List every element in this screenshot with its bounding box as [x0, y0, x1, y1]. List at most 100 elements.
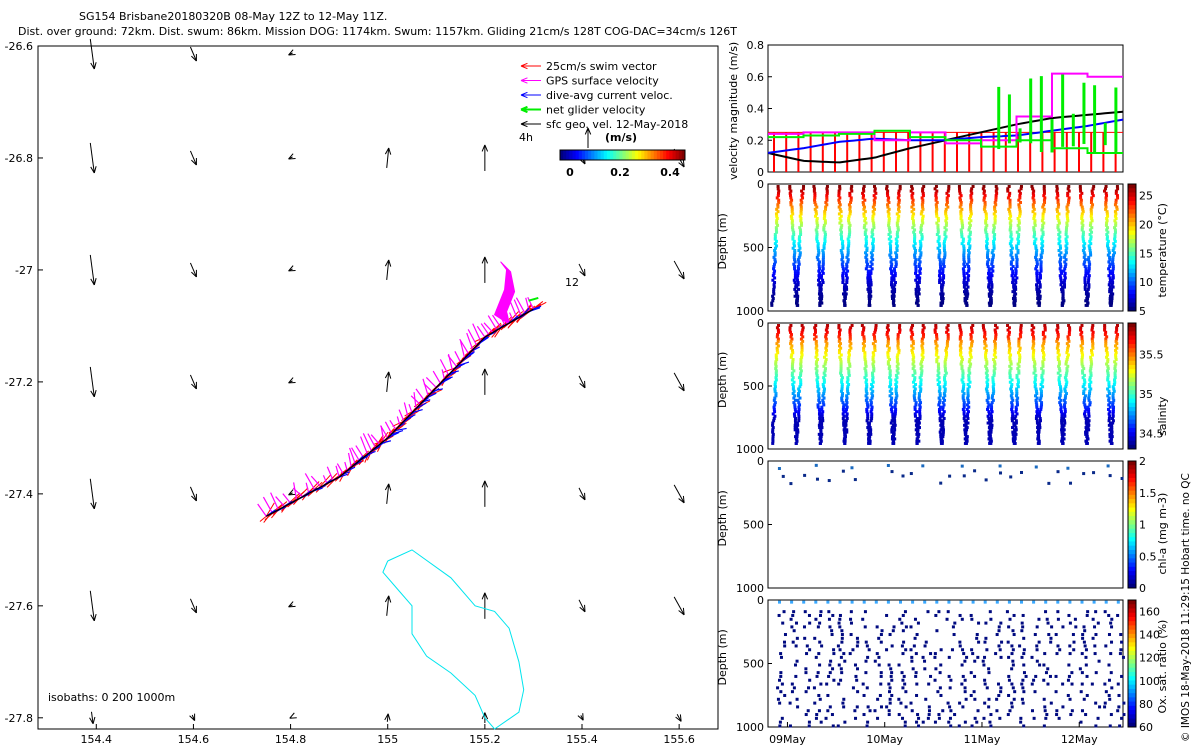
section-dot [986, 276, 990, 280]
section-dot [941, 301, 945, 305]
section-colorbar-cell [1128, 386, 1136, 391]
section-dot [871, 358, 875, 362]
section-dot [774, 362, 778, 366]
section-dot [839, 373, 843, 377]
section-dot [843, 435, 847, 439]
section-y-tick-label: 1000 [736, 582, 764, 595]
section-dot [1021, 701, 1025, 705]
section-dot [789, 482, 793, 486]
section-dot [937, 389, 941, 393]
section-dot [1063, 414, 1067, 418]
scale-arrow-label: 4h [519, 131, 533, 144]
section-dot [986, 392, 990, 396]
section-dot [1065, 207, 1069, 211]
section-dot [886, 210, 890, 214]
section-dot [1060, 303, 1064, 307]
section-dot [848, 333, 852, 337]
section-dot [913, 246, 917, 250]
section-dot [913, 636, 917, 640]
section-dot [1104, 198, 1108, 202]
section-colorbar-cell [1128, 503, 1136, 509]
section-dot [921, 324, 925, 327]
section-dot [1041, 364, 1045, 368]
section-dot [995, 600, 999, 604]
section-dot [1089, 364, 1093, 368]
section-dot [1010, 237, 1014, 241]
section-dot [968, 244, 972, 248]
section-dot [1081, 371, 1085, 375]
section-dot [933, 187, 937, 191]
section-dot [1107, 633, 1111, 637]
section-dot [1016, 362, 1020, 366]
section-dot [1066, 353, 1070, 357]
section-dot [896, 344, 900, 348]
section-dot [941, 283, 945, 287]
section-dot [795, 292, 799, 296]
section-dot [1103, 326, 1107, 330]
section-dot [943, 251, 947, 255]
section-dot [791, 376, 795, 380]
section-dot [888, 253, 892, 257]
section-dot [797, 242, 801, 246]
section-dot [825, 326, 829, 330]
section-dot [1008, 212, 1012, 216]
section-colorbar-tick: 1 [1139, 519, 1146, 532]
section-dot [994, 194, 998, 198]
section-dot [1094, 610, 1098, 614]
section-dot [1056, 342, 1060, 346]
section-dot [774, 373, 778, 377]
section-dot [798, 396, 802, 400]
section-dot [970, 339, 974, 343]
geo-velocity-arrow-head [191, 159, 197, 166]
section-dot [783, 644, 787, 648]
section-dot [1111, 414, 1115, 418]
section-dot [790, 337, 794, 341]
section-dot [1058, 274, 1062, 278]
section-dot [817, 412, 821, 416]
section-dot [940, 297, 944, 301]
section-dot [869, 283, 873, 287]
section-dot [962, 262, 966, 266]
section-dot [895, 239, 899, 243]
section-dot [938, 262, 942, 266]
section-dot [944, 221, 948, 225]
section-dot [799, 223, 803, 227]
section-dot [949, 678, 953, 682]
section-dot [886, 353, 890, 357]
section-dot [821, 249, 825, 253]
section-dot [1070, 671, 1074, 675]
section-dot [886, 600, 890, 604]
section-dot [795, 426, 799, 430]
section-dot [1089, 358, 1093, 362]
section-dot [1014, 267, 1018, 271]
section-dot [914, 290, 918, 294]
section-dot [987, 410, 991, 414]
section-dot [959, 194, 963, 198]
section-dot [994, 198, 998, 202]
section-dot [939, 648, 943, 652]
section-dot [985, 389, 989, 393]
section-dot [1011, 269, 1015, 273]
section-dot [843, 297, 847, 301]
section-y-tick-label: 1000 [736, 443, 764, 456]
velocity-series-line [768, 72, 1123, 145]
section-dot [911, 219, 915, 223]
geo-velocity-arrow [288, 49, 296, 56]
section-dot [804, 690, 808, 694]
section-dot [847, 217, 851, 221]
section-dot [962, 278, 966, 282]
section-dot [1117, 705, 1121, 709]
section-dot [1039, 262, 1043, 266]
section-dot [993, 219, 997, 223]
section-dot [968, 246, 972, 250]
section-colorbar-label: salinity [1156, 396, 1169, 436]
map-colorbar-cell [663, 150, 667, 160]
section-dot [1039, 260, 1043, 264]
section-dot [1110, 287, 1114, 291]
section-dot [1034, 373, 1038, 377]
section-dot [872, 353, 876, 357]
section-dot [862, 212, 866, 216]
section-dot [994, 330, 998, 334]
section-dot [942, 416, 946, 420]
section-dot [798, 228, 802, 232]
